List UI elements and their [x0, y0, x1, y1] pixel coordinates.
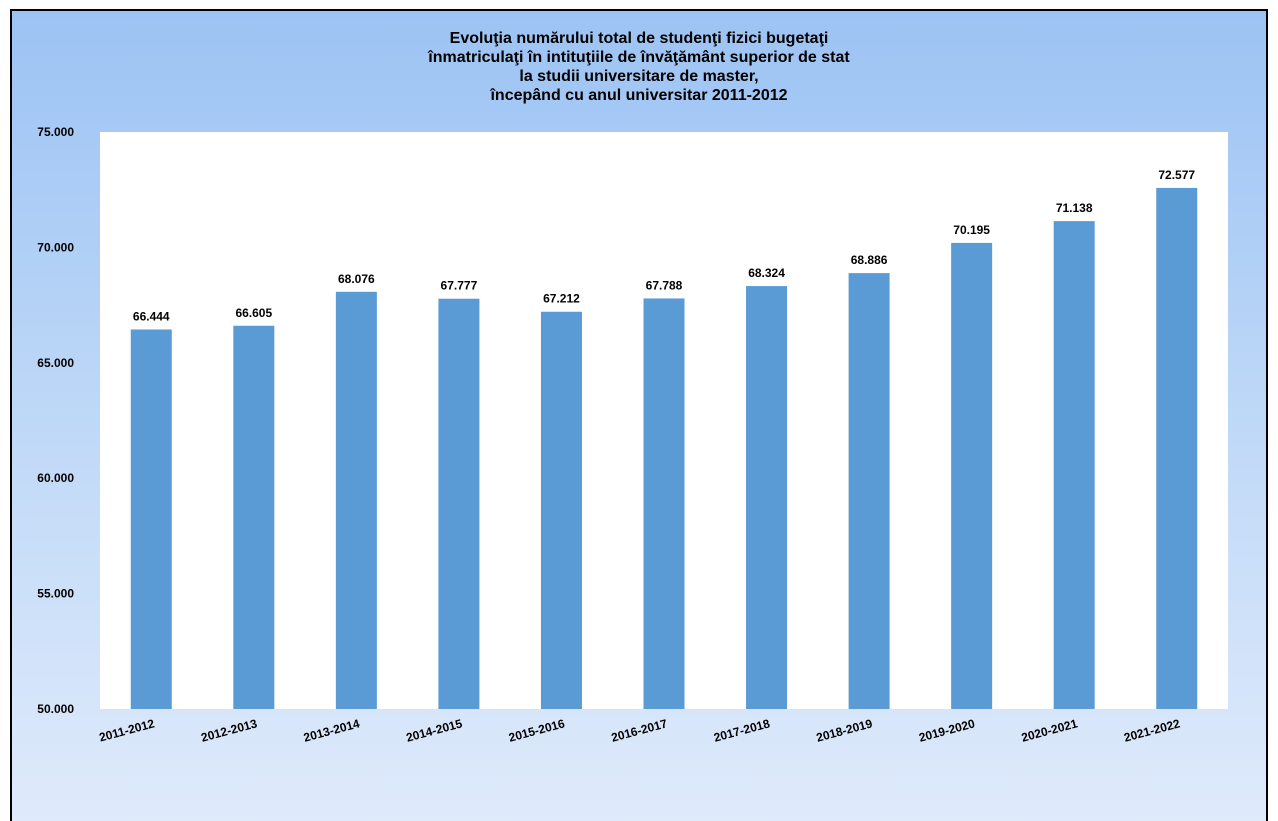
bar-value-label: 68.324 — [748, 266, 785, 280]
bar — [643, 298, 685, 709]
bar-value-label: 67.788 — [646, 278, 683, 292]
bar-value-label: 71.138 — [1056, 201, 1093, 215]
chart-title-line: Evoluţia numărului total de studenţi fiz… — [449, 30, 829, 47]
bar-value-label: 70.195 — [953, 223, 990, 237]
x-tick-label: 2012-2013 — [200, 716, 259, 744]
chart-title-line: înmatriculaţi în intituţiile de învăţămâ… — [428, 49, 850, 66]
bar-value-label: 67.777 — [441, 279, 478, 293]
chart-title: Evoluţia numărului total de studenţi fiz… — [12, 29, 1266, 105]
bar — [848, 273, 890, 709]
y-tick-label: 65.000 — [37, 356, 74, 370]
x-tick-label: 2018-2019 — [815, 716, 874, 744]
y-tick-label: 50.000 — [37, 702, 74, 716]
bar-value-label: 66.605 — [235, 306, 272, 320]
bar — [540, 311, 582, 709]
chart-frame: Evoluţia numărului total de studenţi fiz… — [10, 9, 1268, 821]
x-tick-label: 2013-2014 — [302, 716, 361, 744]
bar — [1156, 187, 1198, 709]
bar-value-label: 67.212 — [543, 292, 580, 306]
x-tick-label: 2016-2017 — [610, 716, 669, 744]
bar — [746, 286, 788, 709]
x-tick-label: 2017-2018 — [712, 716, 771, 744]
bar-value-label: 66.444 — [133, 309, 170, 323]
x-tick-label: 2019-2020 — [917, 716, 976, 744]
x-tick-label: 2011-2012 — [98, 716, 157, 744]
x-tick-label: 2021-2022 — [1122, 716, 1181, 744]
bar-value-label: 72.577 — [1158, 168, 1195, 182]
chart-title-line: la studii universitare de master, — [519, 68, 759, 85]
bar-chart: 50.000 55.000 60.000 65.000 70.000 75.000 66.4… — [37, 125, 1228, 745]
bar — [335, 291, 377, 709]
bar-value-label: 68.076 — [338, 272, 375, 286]
bar — [233, 325, 275, 709]
y-tick-label: 75.000 — [37, 125, 74, 139]
y-tick-label: 70.000 — [37, 240, 74, 254]
bar-value-label: 68.886 — [851, 253, 888, 267]
bar — [438, 298, 480, 709]
chart-title-line: începând cu anul universitar 2011-2012 — [490, 87, 788, 104]
bar — [1053, 221, 1095, 710]
bar — [951, 242, 993, 709]
x-tick-label: 2014-2015 — [405, 716, 464, 744]
y-tick-label: 55.000 — [37, 587, 74, 601]
x-tick-label: 2020-2021 — [1020, 716, 1079, 744]
y-tick-label: 60.000 — [37, 471, 74, 485]
bar — [130, 329, 172, 709]
x-tick-label: 2015-2016 — [507, 716, 566, 744]
